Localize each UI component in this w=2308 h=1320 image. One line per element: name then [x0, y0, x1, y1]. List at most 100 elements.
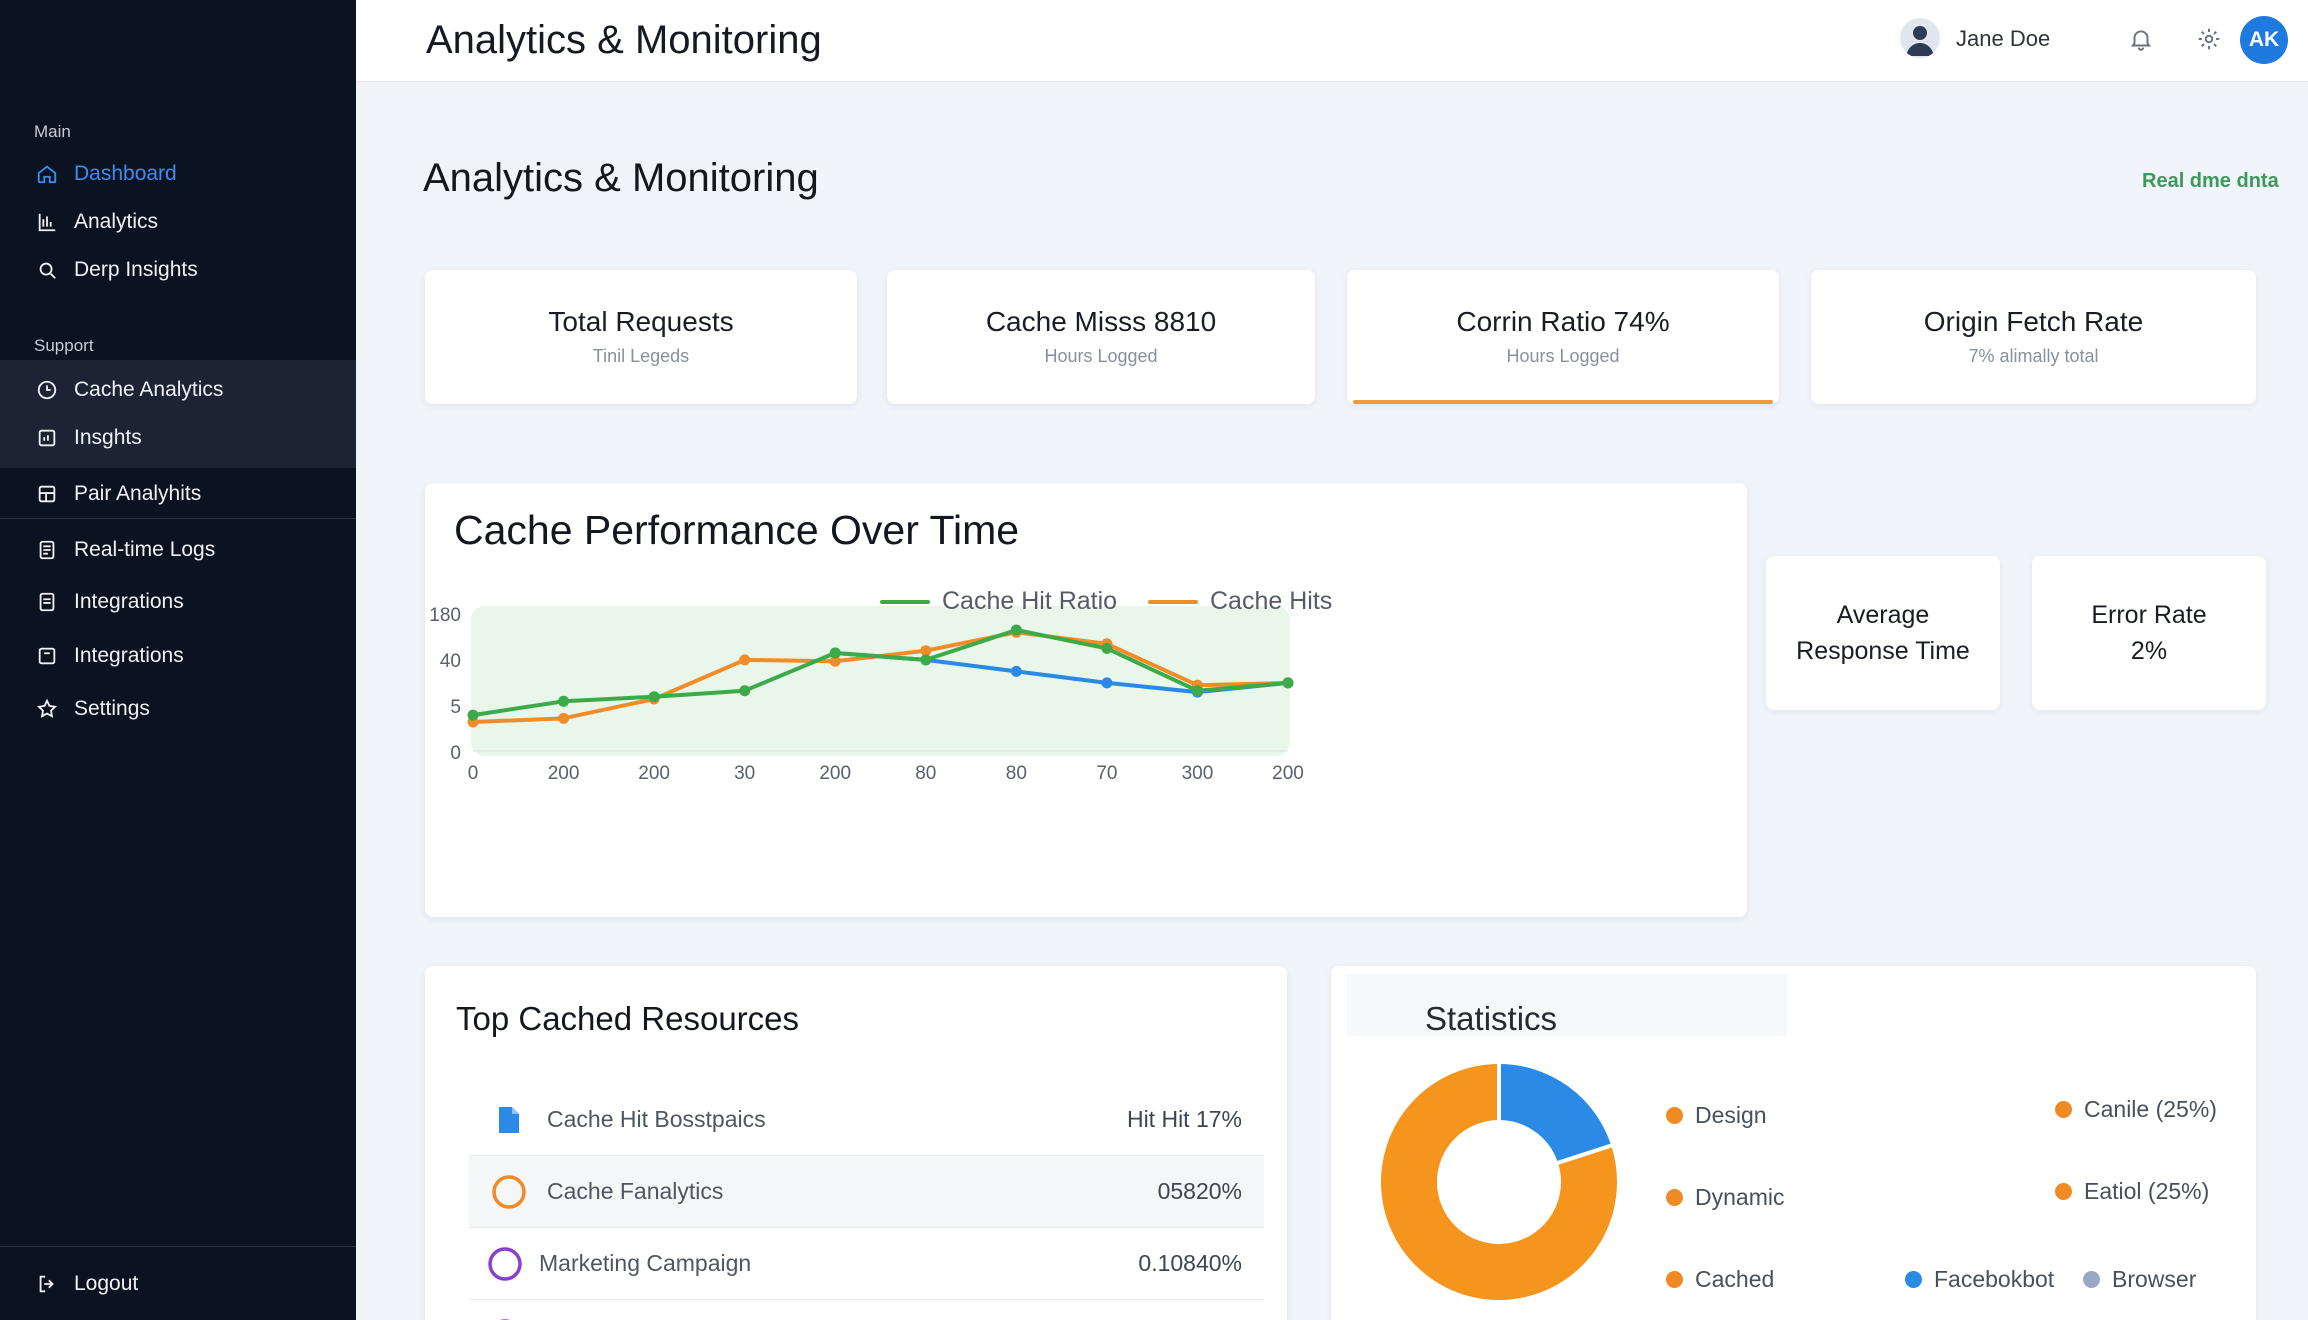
data-point — [1101, 677, 1113, 689]
sidebar-item-real-time-logs[interactable]: Real-time Logs — [0, 526, 356, 574]
legend-dot — [2055, 1183, 2072, 1200]
y-tick-label: 5 — [450, 697, 461, 718]
data-point — [558, 712, 570, 724]
sidebar-divider — [0, 518, 356, 519]
donut-slice-1[interactable] — [1381, 1064, 1617, 1300]
document-icon — [36, 591, 58, 613]
sidebar-item-integrations[interactable]: Integrations — [0, 578, 356, 626]
sidebar-item-analytics[interactable]: Analytics — [0, 198, 356, 246]
legend-label: Cached — [1695, 1266, 1775, 1292]
stat-card-corrin-ratio[interactable]: Corrin Ratio 74% Hours Logged — [1347, 270, 1779, 404]
y-tick-label: 180 — [429, 605, 461, 626]
donut-separator — [1555, 1143, 1614, 1166]
sidebar-divider — [0, 1246, 356, 1247]
data-point — [829, 647, 841, 659]
plot-background — [471, 606, 1290, 756]
data-point — [467, 709, 479, 721]
sidebar-item-label: Analytics — [74, 210, 159, 233]
table-row[interactable]: Marketing Campaign 0.10840% — [469, 1228, 1264, 1300]
table-row[interactable]: Cache Hit Bosstpaics Hit Hit 17% — [469, 1084, 1264, 1156]
user-avatar[interactable] — [1900, 18, 1940, 58]
sidebar-item-label: Integrations — [74, 644, 184, 667]
error-rate-card[interactable]: Error Rate 2% — [2032, 556, 2266, 710]
donut-slice-0[interactable] — [1497, 1064, 1612, 1164]
sidebar-item-label: Settings — [74, 697, 150, 720]
x-tick-label: 200 — [819, 763, 851, 784]
data-point — [829, 655, 841, 667]
donut-chart — [1381, 1062, 1617, 1300]
sidebar-item-derp-insights[interactable]: Derp Insights — [0, 246, 356, 294]
legend-label: Facebokbot — [1934, 1266, 2055, 1292]
legend-item-canile: Canile (25%) — [2055, 1096, 2217, 1123]
realtime-label[interactable]: Real dme dnta — [2142, 170, 2279, 192]
sidebar-item-label: Integrations — [74, 590, 184, 613]
stat-card-cache-misses[interactable]: Cache Misss 8810 Hours Logged — [887, 270, 1315, 404]
table-row[interactable] — [469, 1300, 1264, 1320]
sidebar-item-label: Insghts — [74, 426, 142, 449]
sidebar-item-cache-analytics[interactable]: Cache Analytics — [0, 366, 356, 414]
data-point — [1191, 685, 1203, 697]
stat-title: Total Requests — [548, 306, 734, 337]
star-icon — [36, 698, 58, 720]
chart-plot-group: 0 5 40 180 0 200 200 30 200 80 80 70 300 200 — [429, 605, 1304, 784]
resources-title: Top Cached Resources — [456, 1000, 800, 1037]
clock-icon — [36, 379, 58, 401]
sidebar-item-dashboard[interactable]: Dashboard — [0, 150, 356, 198]
legend-dot — [2083, 1271, 2100, 1288]
document-icon — [36, 539, 58, 561]
sidebar-item-insights[interactable]: Insghts — [0, 414, 356, 462]
logout-label: Logout — [74, 1272, 139, 1295]
legend-item-browser: Browser — [2083, 1266, 2196, 1293]
legend-item-cache-hit-ratio[interactable]: Cache Hit Ratio — [880, 587, 1117, 616]
legend-label: Design — [1695, 1102, 1767, 1128]
legend-dot — [1666, 1189, 1683, 1206]
resource-value: Hit Hit 17% — [1126, 1106, 1242, 1132]
legend-label: Browser — [2112, 1266, 2197, 1292]
data-point — [1101, 642, 1113, 654]
home-icon — [36, 163, 58, 185]
legend-label: Canile (25%) — [2084, 1096, 2217, 1122]
sidebar-item-integrations-2[interactable]: Integrations — [0, 632, 356, 680]
mini-card-line2: 2% — [2130, 637, 2168, 665]
legend-item-cache-hits[interactable]: Cache Hits — [1148, 587, 1332, 616]
sidebar-item-settings[interactable]: Settings — [0, 685, 356, 733]
statistics-title: Statistics — [1347, 974, 1787, 1037]
chart-title: Cache Performance Over Time — [454, 507, 1020, 553]
bell-icon[interactable] — [2128, 26, 2154, 52]
page-title: Analytics & Monitoring — [423, 156, 819, 200]
sidebar-section-main: Main — [34, 122, 71, 141]
user-name[interactable]: Jane Doe — [1956, 26, 2051, 51]
legend-label: Cache Hits — [1210, 587, 1333, 615]
stat-card-origin-fetch-rate[interactable]: Origin Fetch Rate 7% alimally total — [1811, 270, 2256, 404]
resource-value: 0.10840% — [1138, 1250, 1242, 1276]
legend-item-design: Design — [1666, 1102, 1767, 1129]
x-tick-label: 200 — [638, 763, 670, 784]
legend-dot — [1905, 1271, 1922, 1288]
account-avatar[interactable]: AK — [2240, 16, 2288, 64]
data-point — [558, 695, 570, 707]
stat-card-total-requests[interactable]: Total Requests Tinil Legeds — [425, 270, 857, 404]
top-cached-resources-card: Top Cached Resources Cache Hit Bosstpaic… — [425, 966, 1287, 1320]
header-title: Analytics & Monitoring — [426, 18, 822, 62]
active-indicator — [1353, 400, 1773, 404]
search-icon — [36, 259, 58, 281]
data-point — [1010, 665, 1022, 677]
table-row[interactable]: Cache Fanalytics 05820% — [469, 1156, 1264, 1228]
resource-name: Marketing Campaign — [539, 1250, 752, 1276]
sidebar-item-pair-analyhits[interactable]: Pair Analyhits — [0, 470, 356, 518]
legend-swatch — [1148, 599, 1198, 604]
logout-button[interactable]: Logout — [0, 1260, 356, 1308]
x-tick-label: 30 — [734, 763, 755, 784]
average-response-time-card[interactable]: Average Response Time — [1766, 556, 2000, 710]
gear-icon[interactable] — [2196, 26, 2222, 52]
mini-card-line1: Error Rate — [2091, 601, 2207, 629]
data-point — [920, 654, 932, 666]
data-point — [648, 691, 660, 703]
stat-title: Corrin Ratio 74% — [1456, 306, 1670, 337]
x-tick-label: 200 — [1272, 763, 1304, 784]
mini-card-line1: Average — [1836, 601, 1930, 629]
statistics-card: Statistics Design Dynamic Cached Canile … — [1331, 966, 2256, 1320]
logout-icon — [36, 1273, 58, 1295]
circle-icon — [491, 1174, 527, 1210]
sidebar: Main Dashboard Analytics Derp Insights S… — [0, 0, 356, 1320]
